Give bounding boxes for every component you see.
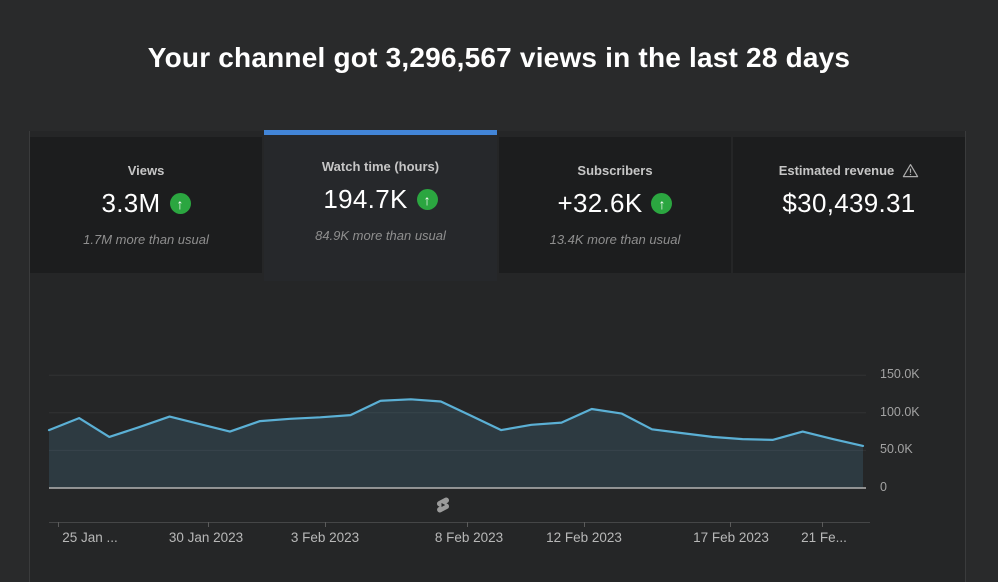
watch-time-value: 194.7K <box>323 184 408 214</box>
subscribers-note: 13.4K more than usual <box>549 232 681 247</box>
x-tick-mark <box>584 522 585 527</box>
x-tick-label: 12 Feb 2023 <box>546 530 622 545</box>
estimated-revenue-label: Estimated revenue <box>778 163 895 178</box>
page-title: Your channel got 3,296,567 views in the … <box>147 42 851 73</box>
watch-time-label: Watch time (hours) <box>321 159 440 174</box>
tab-watch-time[interactable]: Watch time (hours) 194.7K ↑ 84.9K more t… <box>264 130 497 281</box>
trend-up-icon: ↑ <box>169 193 191 214</box>
watch-time-note: 84.9K more than usual <box>315 228 446 243</box>
x-axis-line <box>49 522 870 523</box>
warning-triangle-icon[interactable] <box>902 163 919 178</box>
tab-views[interactable]: Views 3.3M ↑ 1.7M more than usual <box>30 137 262 273</box>
x-tick-label: 8 Feb 2023 <box>434 530 504 545</box>
estimated-revenue-value: $30,439.31 <box>782 188 916 218</box>
tab-estimated-revenue[interactable]: Estimated revenue $30,439.31 <box>733 137 965 273</box>
x-tick-label: 3 Feb 2023 <box>290 530 360 545</box>
x-tick-label: 30 Jan 2023 <box>168 530 244 545</box>
trend-up-icon: ↑ <box>651 193 673 214</box>
views-value: 3.3M <box>101 188 161 218</box>
x-tick-mark <box>730 522 731 527</box>
x-tick-label: 21 Fe... <box>801 530 847 545</box>
area-fill <box>49 399 863 488</box>
tab-subscribers[interactable]: Subscribers +32.6K ↑ 13.4K more than usu… <box>499 137 731 273</box>
x-tick-label: 25 Jan ... <box>62 530 118 545</box>
x-tick-mark <box>208 522 209 527</box>
y-tick-label: 0 <box>880 480 887 494</box>
y-tick-label: 100.0K <box>880 404 920 419</box>
x-tick-mark <box>822 522 823 527</box>
x-tick-mark <box>58 522 59 527</box>
x-tick-label: 17 Feb 2023 <box>693 530 769 545</box>
subscribers-value: +32.6K <box>557 188 643 218</box>
y-tick-label: 150.0K <box>880 367 920 382</box>
watch-time-line <box>47 398 865 448</box>
views-note: 1.7M more than usual <box>83 232 209 247</box>
views-label: Views <box>127 163 165 178</box>
youtube-shorts-icon <box>436 497 450 513</box>
subscribers-label: Subscribers <box>577 163 653 178</box>
x-tick-mark <box>467 522 468 527</box>
watch-time-area-chart[interactable] <box>47 352 866 490</box>
trend-up-icon: ↑ <box>416 189 438 210</box>
x-tick-mark <box>325 522 326 527</box>
y-tick-label: 50.0K <box>880 442 913 457</box>
